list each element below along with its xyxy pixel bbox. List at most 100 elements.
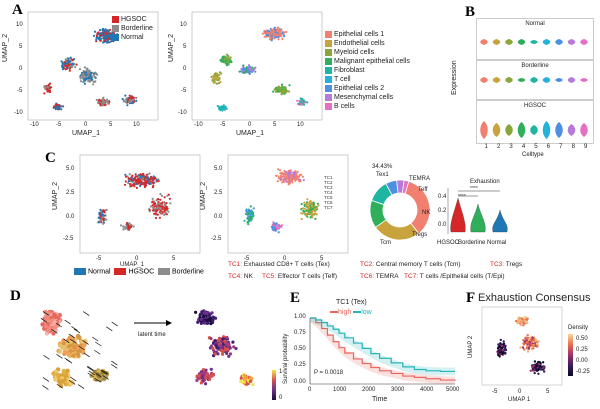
cell-point [294, 170, 297, 173]
cell-point [288, 174, 291, 177]
cell-point [213, 352, 217, 356]
cell-point [535, 369, 539, 372]
c-mid-ytick: 5.0 [214, 166, 223, 172]
cell-point [283, 31, 286, 34]
velocity-arrow [95, 341, 102, 347]
c-sig-1: **** [470, 186, 478, 192]
a-left-xtick-3: 0 [84, 122, 88, 128]
cell-point [275, 174, 278, 177]
cell-point [163, 196, 166, 199]
cell-point [99, 218, 103, 222]
cell-point [516, 321, 519, 325]
cell-point [308, 203, 311, 206]
cell-point [107, 37, 110, 40]
cell-point [249, 66, 252, 69]
legend-label: Epithelial cells 1 [334, 31, 385, 38]
cell-point [248, 379, 253, 383]
cell-point [69, 56, 72, 59]
cell-point [101, 101, 104, 105]
e-xtick: 0 [308, 387, 312, 393]
violin [567, 39, 576, 45]
cell-point [60, 60, 63, 63]
cell-point [102, 218, 105, 221]
d-cbar-tick: 1 [279, 369, 283, 375]
panel-d-velocity [40, 309, 118, 390]
cell-point [309, 200, 312, 203]
cell-point [539, 368, 543, 371]
cell-point [526, 321, 529, 325]
a-left-ylabel: UMAP_2 [2, 33, 9, 62]
a-left-ytick-2: 5 [19, 44, 23, 50]
cell-point [95, 36, 98, 39]
cell-point [83, 82, 87, 85]
cell-point [149, 182, 152, 185]
velocity-arrow [63, 338, 70, 344]
f-cbar-title: Density [568, 325, 589, 331]
cell-point [312, 204, 315, 207]
cell-point [282, 173, 285, 176]
tc-legend-item: TC7: T cells /Epithelial cells (T/Epi) [404, 273, 505, 281]
cell-point [137, 182, 140, 185]
cell-point [287, 178, 290, 181]
latent-time-arrow [134, 320, 172, 326]
cell-point [538, 365, 541, 368]
cell-point [271, 223, 274, 226]
legend-label: B cells [334, 103, 355, 110]
cell-point [140, 181, 143, 184]
cell-point [523, 316, 526, 319]
donut-label-temra: TEMRA [409, 176, 430, 182]
violin [542, 121, 551, 139]
cell-point [283, 169, 286, 173]
cell-point [90, 71, 93, 74]
cell-point [249, 212, 252, 215]
cell-point [228, 352, 233, 356]
cell-point [523, 319, 526, 323]
cell-point [532, 340, 535, 344]
cell-point [285, 30, 288, 33]
cell-point [209, 336, 213, 341]
cell-point [522, 321, 525, 325]
cell-point [280, 178, 283, 181]
velocity-arrow [70, 376, 77, 382]
cell-point [250, 69, 253, 72]
cell-point [89, 78, 92, 82]
cell-point [308, 212, 311, 215]
cell-point [94, 80, 97, 83]
cell-point [526, 350, 530, 353]
violin [542, 39, 551, 45]
c-left-xtick: 5 [172, 256, 176, 262]
cell-point [132, 225, 135, 228]
a-left-xtick-5: 10 [133, 122, 140, 128]
cell-point [79, 76, 82, 79]
cell-point [157, 178, 160, 181]
cell-point [242, 67, 245, 70]
velocity-arrow [94, 349, 101, 355]
f-xtick: 5 [546, 389, 550, 395]
cell-point [102, 216, 105, 219]
cell-point [197, 374, 201, 378]
cell-point [231, 340, 235, 344]
cell-point [110, 37, 113, 40]
velocity-arrow [111, 363, 118, 369]
cell-point [216, 79, 219, 82]
cell-point [151, 206, 155, 209]
a-right-xlabel: UMAP_1 [236, 130, 265, 137]
cell-point [301, 97, 304, 100]
cell-point [526, 336, 529, 340]
cluster-label: TC1 [324, 175, 333, 180]
cell-point [243, 219, 246, 222]
c-mid-cluster-legend: TC1 TC2 TC3 TC4 TC5 TC6 TC7 [324, 175, 333, 210]
cell-point [208, 377, 212, 381]
cell-point [129, 223, 133, 227]
cell-point [274, 90, 278, 93]
cell-point [537, 340, 540, 343]
panel-b-letter: B [465, 4, 476, 20]
cell-point [133, 182, 136, 185]
cell-point [145, 173, 148, 176]
tc-legend-item: TC1: Exhausted CD8+ T cells (Tex) [228, 261, 330, 269]
cell-point [87, 74, 90, 77]
cell-point [101, 99, 104, 102]
f-xtick: -5 [492, 389, 498, 395]
cell-point [532, 367, 536, 371]
cell-point [277, 27, 280, 30]
